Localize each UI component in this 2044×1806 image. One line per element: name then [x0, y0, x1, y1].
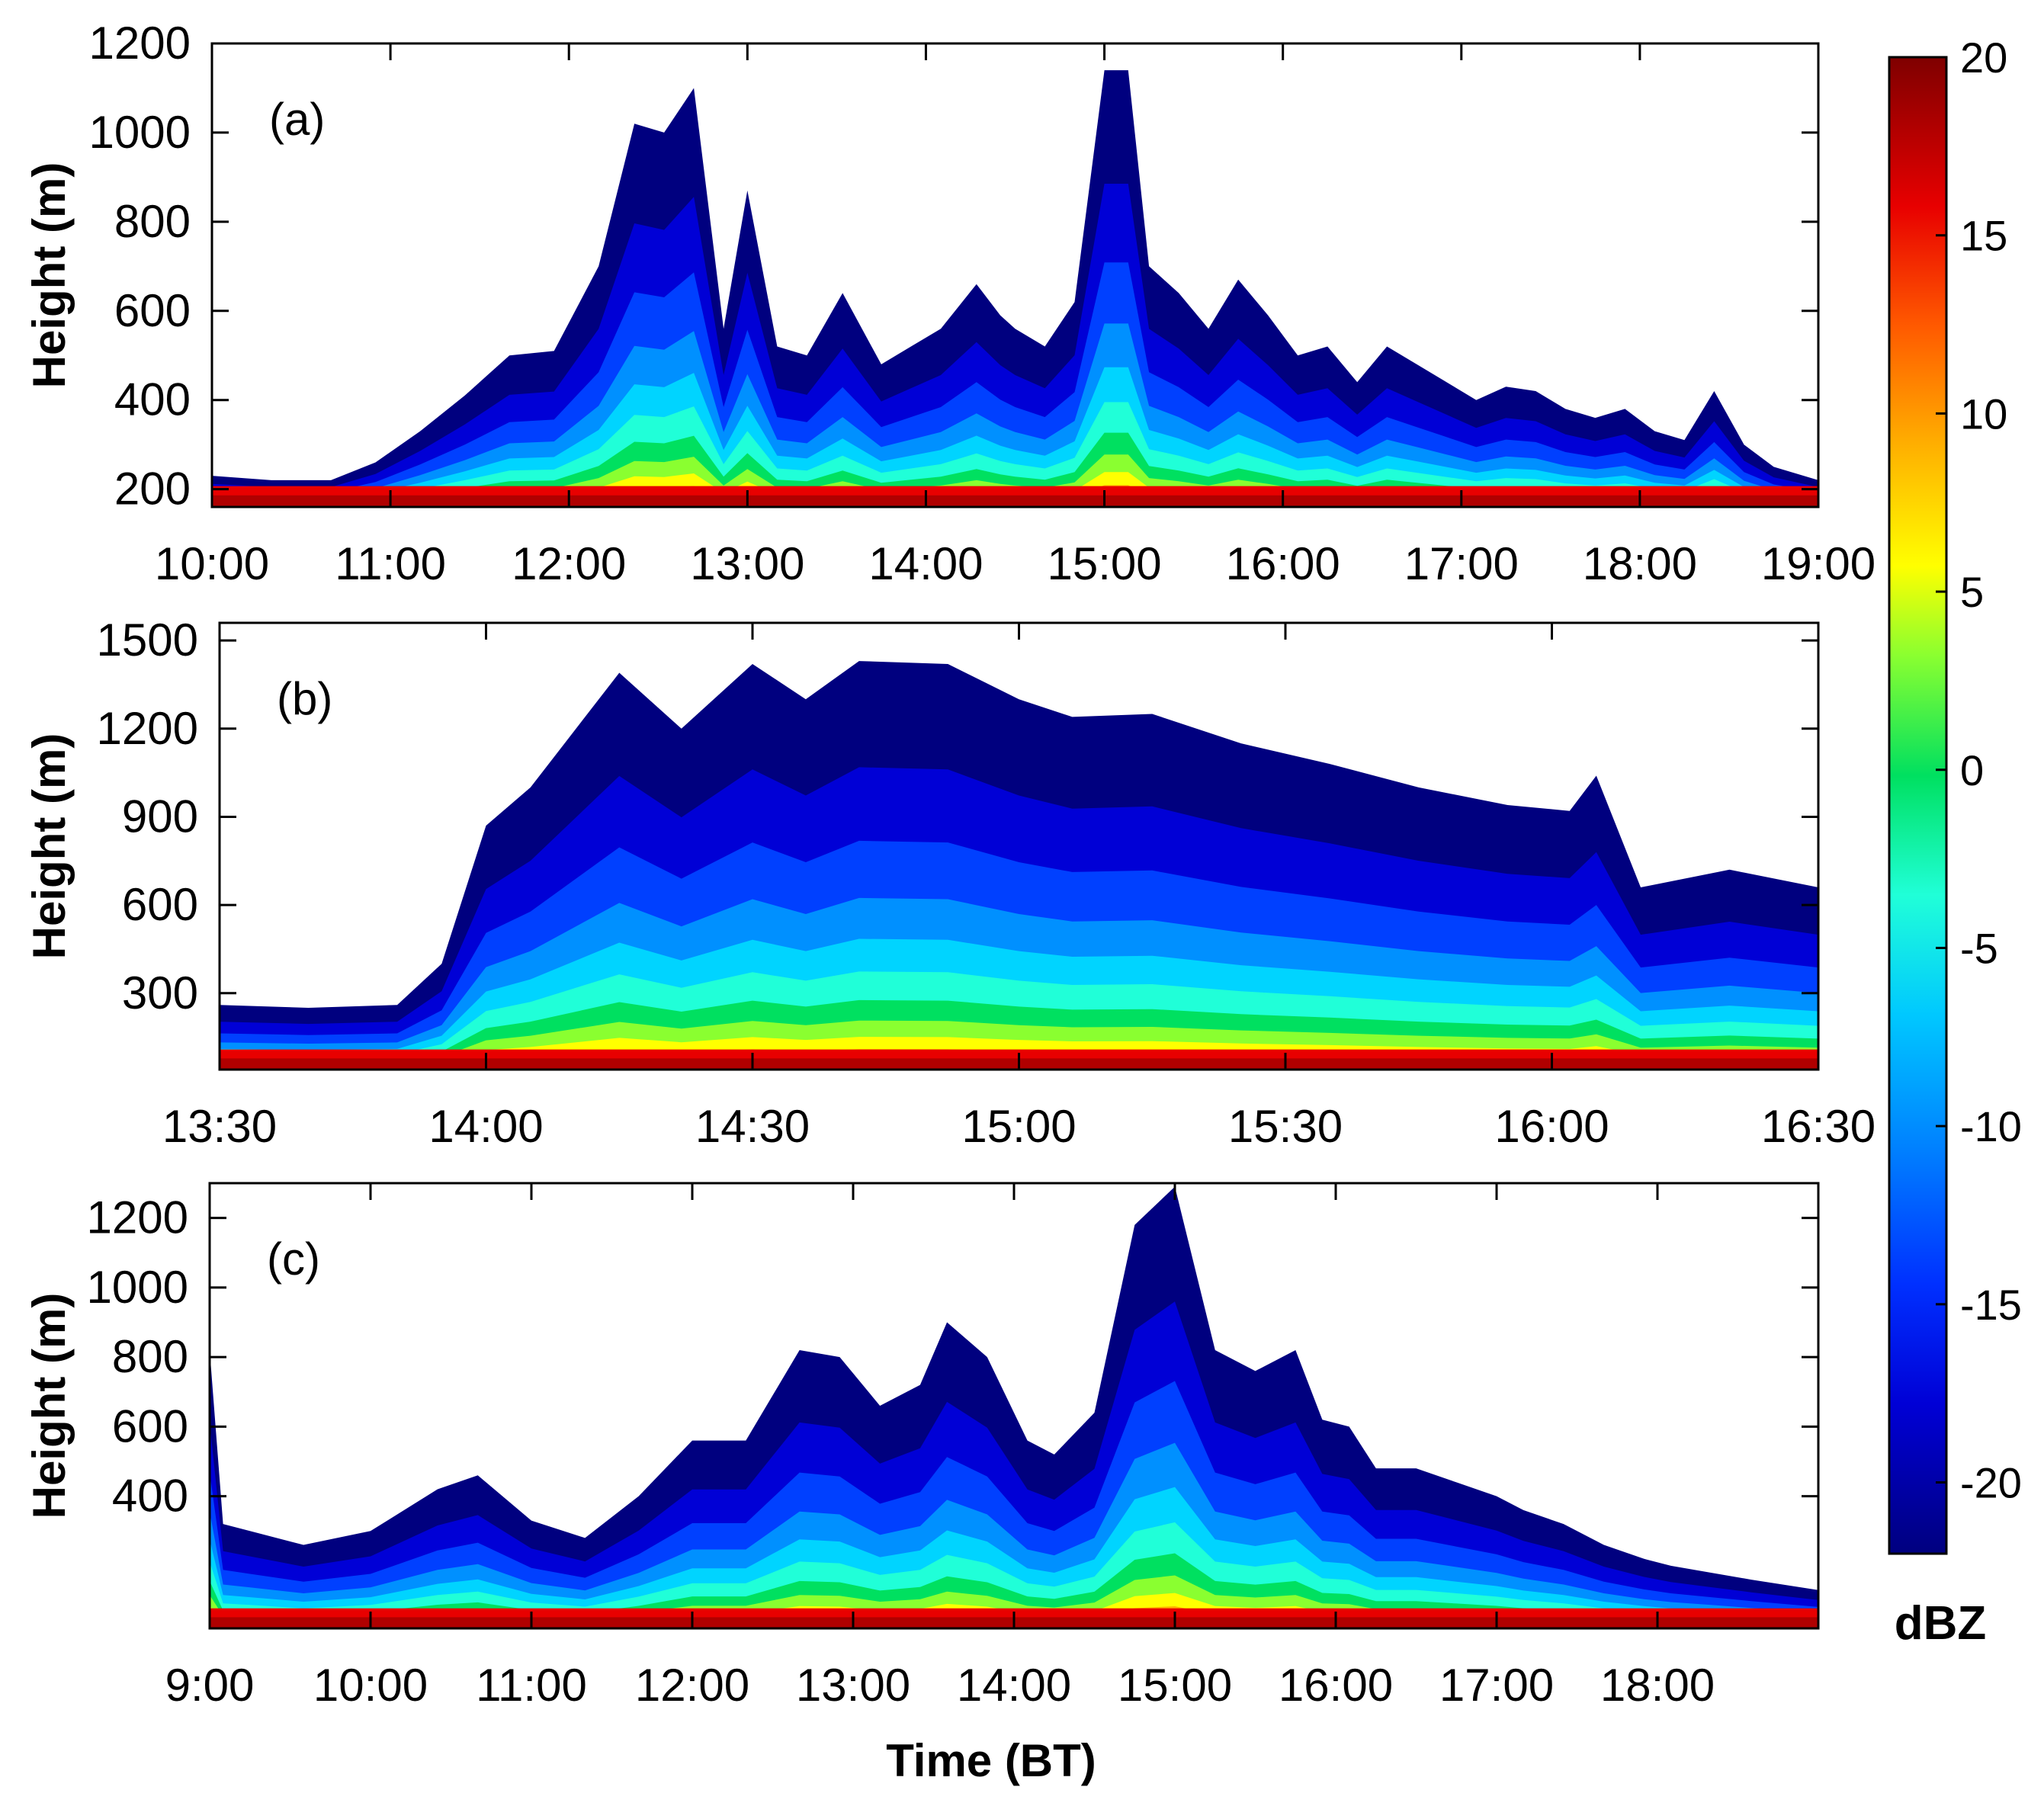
x-tick-label: 15:00: [1047, 538, 1161, 589]
y-tick-label: 400: [114, 374, 191, 425]
y-tick-label: 400: [112, 1471, 188, 1522]
colorbar-unit: dBZ: [1895, 1597, 1987, 1650]
colorbar-tick-label: 5: [1960, 568, 1984, 616]
x-tick-label: 13:00: [796, 1660, 910, 1711]
y-tick-label: 300: [122, 967, 198, 1018]
panel-label: (b): [277, 673, 332, 724]
x-tick-label: 14:00: [868, 538, 983, 589]
panel-c: 400 600 800 1000 1200 9:00 10:00 11:00 12:00 13:0…: [24, 1182, 1820, 1711]
y-tick-label: 900: [122, 791, 198, 842]
reflectivity-field: [210, 1186, 1818, 1628]
panel-label: (c): [267, 1233, 320, 1285]
colorbar-tick-label: 15: [1960, 212, 2007, 260]
x-tick-label: 11:00: [335, 538, 446, 589]
y-tick-label: 200: [114, 464, 191, 515]
panels-layer: 200 400 600 800 1000 1200 10:00 11:00 12:00 13:00…: [24, 18, 1876, 1711]
reflectivity-field: [220, 661, 1818, 1070]
colorbar-tick-label: -15: [1960, 1281, 2022, 1329]
x-tick-label: 16:00: [1494, 1101, 1609, 1152]
x-tick-label: 14:00: [957, 1660, 1071, 1711]
x-tick-label: 19:00: [1761, 538, 1876, 589]
x-tick-label: 10:00: [313, 1660, 428, 1711]
x-tick-label: 10:00: [155, 538, 269, 589]
x-tick-label: 15:00: [961, 1101, 1076, 1152]
panel-label: (a): [269, 94, 325, 145]
x-tick-label: 15:30: [1228, 1101, 1343, 1152]
x-tick-label: 11:00: [476, 1660, 587, 1711]
surface-echo-layer: [212, 495, 1818, 507]
x-tick-label: 9:00: [165, 1660, 255, 1711]
panel-a: 200 400 600 800 1000 1200 10:00 11:00 12:00 13:00…: [24, 18, 1876, 589]
x-tick-label: 15:00: [1118, 1660, 1232, 1711]
x-tick-label: 14:30: [695, 1101, 810, 1152]
x-tick-label: 14:00: [428, 1101, 543, 1152]
y-axis-title: Height (m): [24, 162, 75, 389]
colorbar-tick-label: -10: [1960, 1102, 2022, 1150]
y-tick-label: 1200: [89, 18, 191, 69]
colorbar-tick-label: -20: [1960, 1459, 2022, 1507]
y-tick-label: 800: [112, 1331, 188, 1382]
colorbar-tick-label: 20: [1960, 34, 2007, 82]
y-tick-label: 1200: [87, 1192, 188, 1243]
x-tick-label: 16:00: [1279, 1660, 1393, 1711]
x-tick-label: 17:00: [1404, 538, 1519, 589]
y-tick-label: 1200: [97, 703, 198, 754]
y-tick-label: 1000: [87, 1262, 188, 1313]
x-tick-label: 13:30: [162, 1101, 277, 1152]
x-tick-label: 12:00: [635, 1660, 749, 1711]
y-axis-title: Height (m): [24, 733, 75, 960]
colorbar-tick-label: 10: [1960, 390, 2007, 438]
colorbar-bar: [1888, 56, 1948, 1555]
x-tick-label: 12:00: [512, 538, 626, 589]
colorbar: 20 15 10 5 0 -5 -10 -15 -20 dBZ: [1888, 34, 2022, 1650]
x-tick-label: 13:00: [690, 538, 804, 589]
x-tick-label: 18:00: [1583, 538, 1697, 589]
x-tick-label: 16:30: [1761, 1101, 1876, 1152]
colorbar-tick-label: -5: [1960, 924, 1998, 972]
x-tick-label: 17:00: [1439, 1660, 1554, 1711]
y-tick-label: 600: [114, 285, 191, 336]
colorbar-tick-label: 0: [1960, 746, 1984, 794]
plot-frame: [210, 42, 1820, 508]
y-tick-label: 1500: [97, 614, 198, 666]
y-tick-label: 600: [122, 879, 198, 930]
x-tick-label: 16:00: [1226, 538, 1340, 589]
x-axis-title: Time (BT): [886, 1735, 1096, 1786]
y-tick-label: 600: [112, 1400, 188, 1452]
x-tick-label: 18:00: [1600, 1660, 1715, 1711]
y-axis-title: Height (m): [24, 1293, 75, 1519]
y-tick-label: 800: [114, 196, 191, 247]
y-tick-label: 1000: [89, 107, 191, 158]
reflectivity-field: [212, 70, 1818, 507]
panel-b: 300 600 900 1200 1500 13:30 14:00 14:30 15:00 15:…: [24, 614, 1876, 1152]
